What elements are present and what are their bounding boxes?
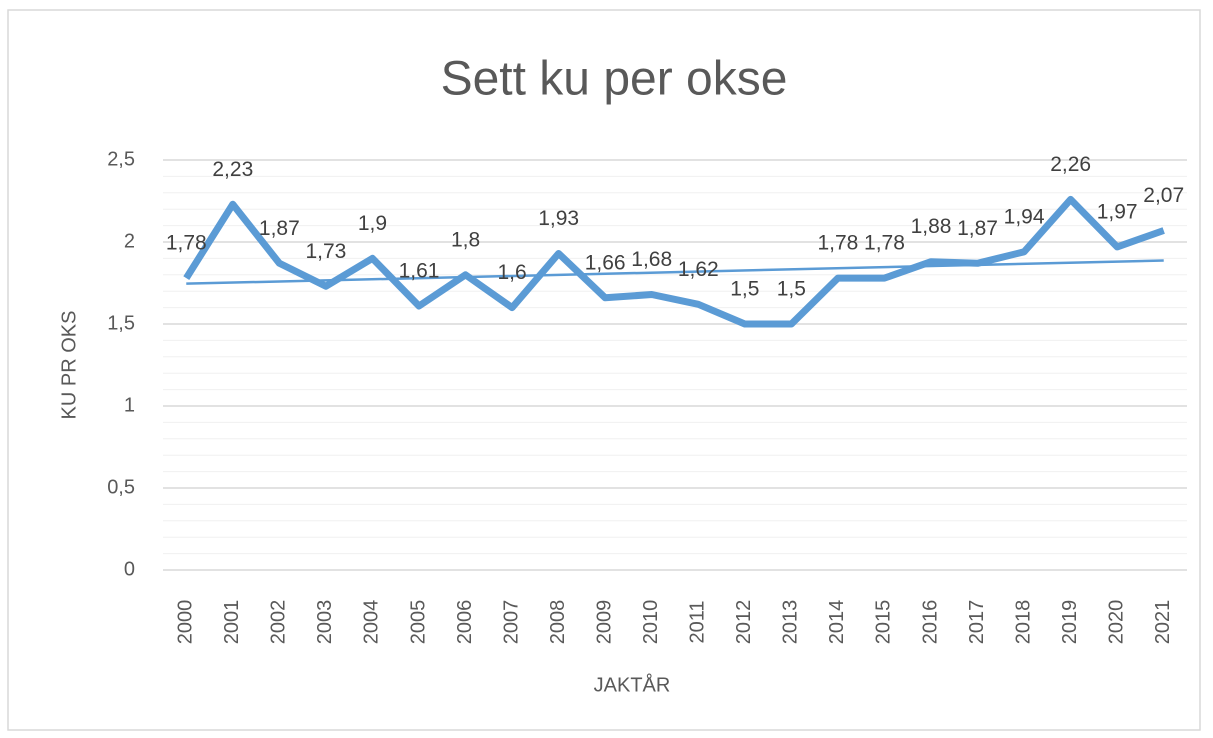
x-tick-label: 2020 (1105, 600, 1127, 645)
data-label: 1,68 (631, 248, 672, 271)
data-label: 1,5 (777, 278, 806, 301)
x-tick-label: 2017 (966, 600, 988, 645)
x-tick-label: 2019 (1059, 600, 1081, 645)
data-label: 1,8 (451, 228, 480, 251)
x-tick-label: 2007 (500, 600, 522, 645)
data-label: 1,94 (1004, 205, 1045, 228)
x-tick-label: 2010 (640, 600, 662, 645)
data-label: 1,5 (730, 278, 759, 301)
y-tick-label: 2 (124, 230, 135, 252)
data-label: 2,07 (1143, 184, 1184, 207)
y-tick-label: 0 (124, 558, 135, 580)
data-label: 1,62 (678, 258, 719, 281)
data-label: 1,73 (305, 240, 346, 263)
data-label: 1,78 (817, 232, 858, 255)
data-label: 1,66 (585, 251, 626, 274)
data-label: 2,26 (1050, 153, 1091, 176)
x-axis-label: JAKTÅR (594, 673, 671, 696)
x-tick-label: 2016 (919, 600, 941, 645)
x-tick-label: 2018 (1012, 600, 1034, 645)
x-tick-label: 2009 (593, 600, 615, 645)
data-label: 2,23 (212, 158, 253, 181)
chart-border (7, 9, 1201, 731)
data-label: 1,6 (497, 261, 526, 284)
y-tick-label: 2,5 (107, 148, 135, 170)
data-label: 1,87 (957, 217, 998, 240)
data-label: 1,97 (1097, 200, 1138, 223)
data-label: 1,78 (166, 232, 207, 255)
line-series (183, 195, 1165, 328)
x-tick-label: 2005 (407, 600, 429, 645)
x-tick-label: 2006 (454, 600, 476, 645)
y-tick-label: 0,5 (107, 476, 135, 498)
data-label: 1,88 (911, 215, 952, 238)
x-tick-label: 2014 (826, 600, 848, 645)
x-tick-label: 2000 (175, 600, 197, 645)
y-tick-label: 1 (124, 394, 135, 416)
data-label: 1,93 (538, 207, 579, 230)
x-tick-label: 2012 (733, 600, 755, 645)
x-tick-label: 2004 (361, 600, 383, 645)
chart-title: Sett ku per okse (441, 53, 788, 106)
x-tick-label: 2015 (873, 600, 895, 645)
x-tick-label: 2002 (268, 600, 290, 645)
x-tick-label: 2008 (547, 600, 569, 645)
x-tick-label: 2013 (780, 600, 802, 645)
x-tick-label: 2011 (687, 600, 709, 643)
data-label: 1,78 (864, 232, 905, 255)
trendline (186, 259, 1164, 285)
x-tick-label: 2001 (221, 600, 243, 645)
x-tick-label: 2003 (314, 600, 336, 645)
data-label: 1,61 (399, 260, 440, 283)
data-label: 1,87 (259, 217, 300, 240)
y-tick-label: 1,5 (107, 312, 135, 334)
x-tick-label: 2021 (1152, 600, 1174, 645)
y-axis-label: KU PR OKS (58, 311, 80, 420)
data-label: 1,9 (358, 212, 387, 235)
